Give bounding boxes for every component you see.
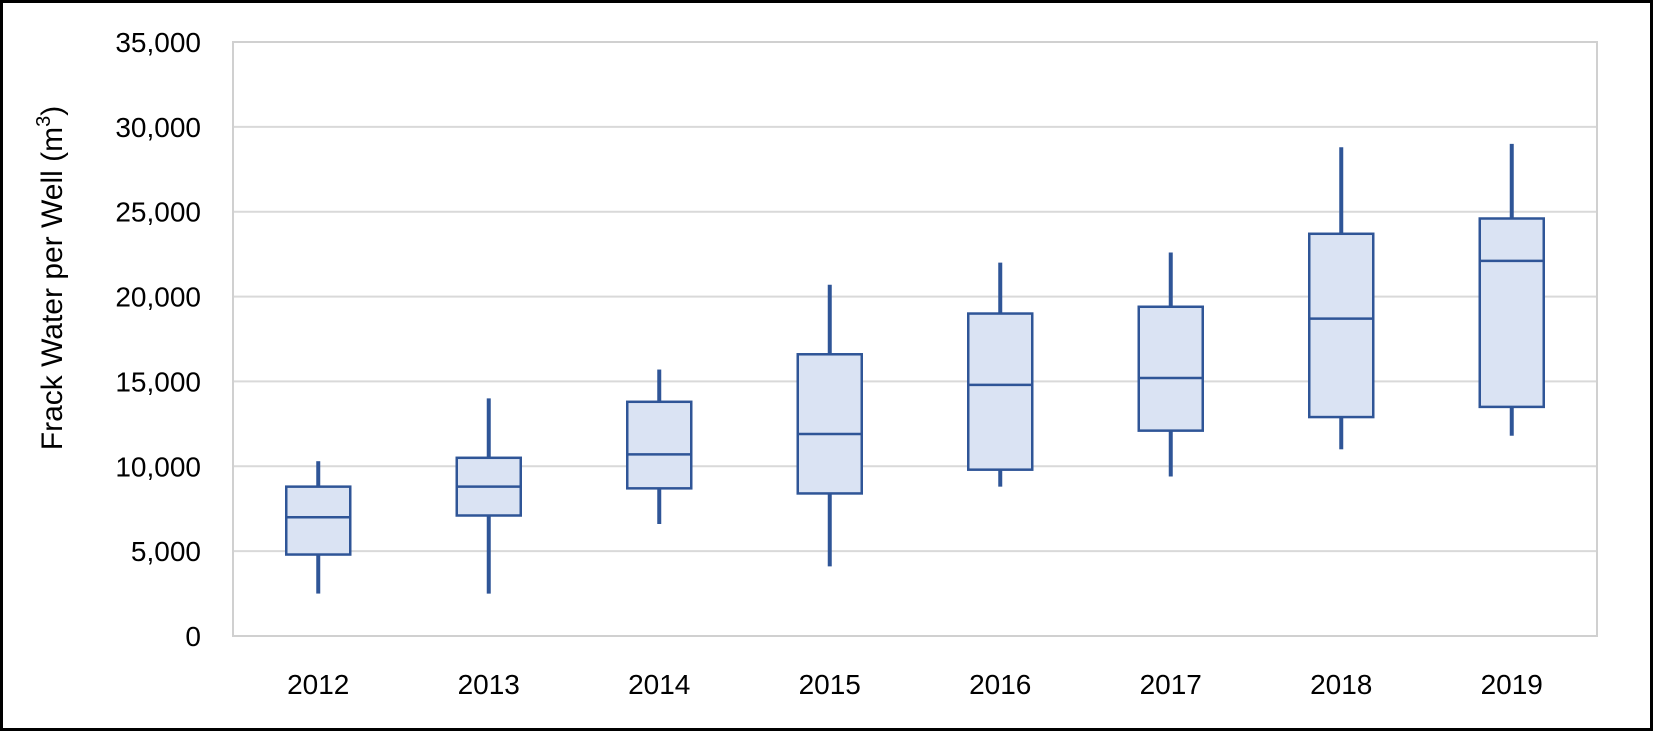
- box-2014: [626, 369, 693, 524]
- x-tick-label: 2017: [1140, 669, 1202, 700]
- x-tick-label: 2014: [628, 669, 690, 700]
- y-tick-label: 0: [185, 621, 201, 652]
- box-iqr: [1478, 217, 1545, 409]
- x-tick-label: 2015: [799, 669, 861, 700]
- y-tick-label: 15,000: [115, 366, 201, 397]
- box-2017: [1137, 252, 1204, 477]
- x-tick-label: 2012: [287, 669, 349, 700]
- y-tick-label: 30,000: [115, 112, 201, 143]
- box-iqr: [626, 400, 693, 490]
- box-iqr: [285, 485, 352, 556]
- x-tick-label: 2016: [969, 669, 1031, 700]
- y-tick-label: 5,000: [131, 536, 201, 567]
- x-tick-label: 2018: [1310, 669, 1372, 700]
- box-iqr: [796, 353, 863, 495]
- x-tick-labels: 2012 2013 2014 2015 2016 2017 2018 2019: [287, 669, 1543, 700]
- y-axis-title-superscript: 3: [33, 116, 55, 127]
- box-iqr: [1137, 305, 1204, 432]
- box-2018: [1308, 147, 1375, 450]
- y-tick-label: 10,000: [115, 451, 201, 482]
- box-iqr: [967, 312, 1034, 471]
- x-tick-label: 2013: [458, 669, 520, 700]
- plot-area-border: [232, 41, 1598, 637]
- box-2013: [455, 398, 522, 594]
- boxes: [285, 143, 1545, 594]
- y-tick-label: 25,000: [115, 197, 201, 228]
- box-2016: [967, 262, 1034, 487]
- box-iqr: [1308, 232, 1375, 419]
- y-tick-label: 35,000: [115, 27, 201, 58]
- box-2015: [796, 284, 863, 567]
- y-axis-title: Frack Water per Well (m3): [33, 106, 69, 451]
- y-axis-title-suffix: ): [36, 106, 69, 116]
- y-tick-label: 20,000: [115, 282, 201, 313]
- box-2012: [285, 461, 352, 594]
- box-2019: [1478, 143, 1545, 436]
- gridlines: [233, 125, 1597, 553]
- y-axis-title-text: Frack Water per Well (m: [36, 127, 69, 450]
- y-tick-labels: 0 5,000 10,000 15,000 20,000 25,000 30,000 35,0…: [115, 27, 201, 652]
- x-tick-label: 2019: [1481, 669, 1543, 700]
